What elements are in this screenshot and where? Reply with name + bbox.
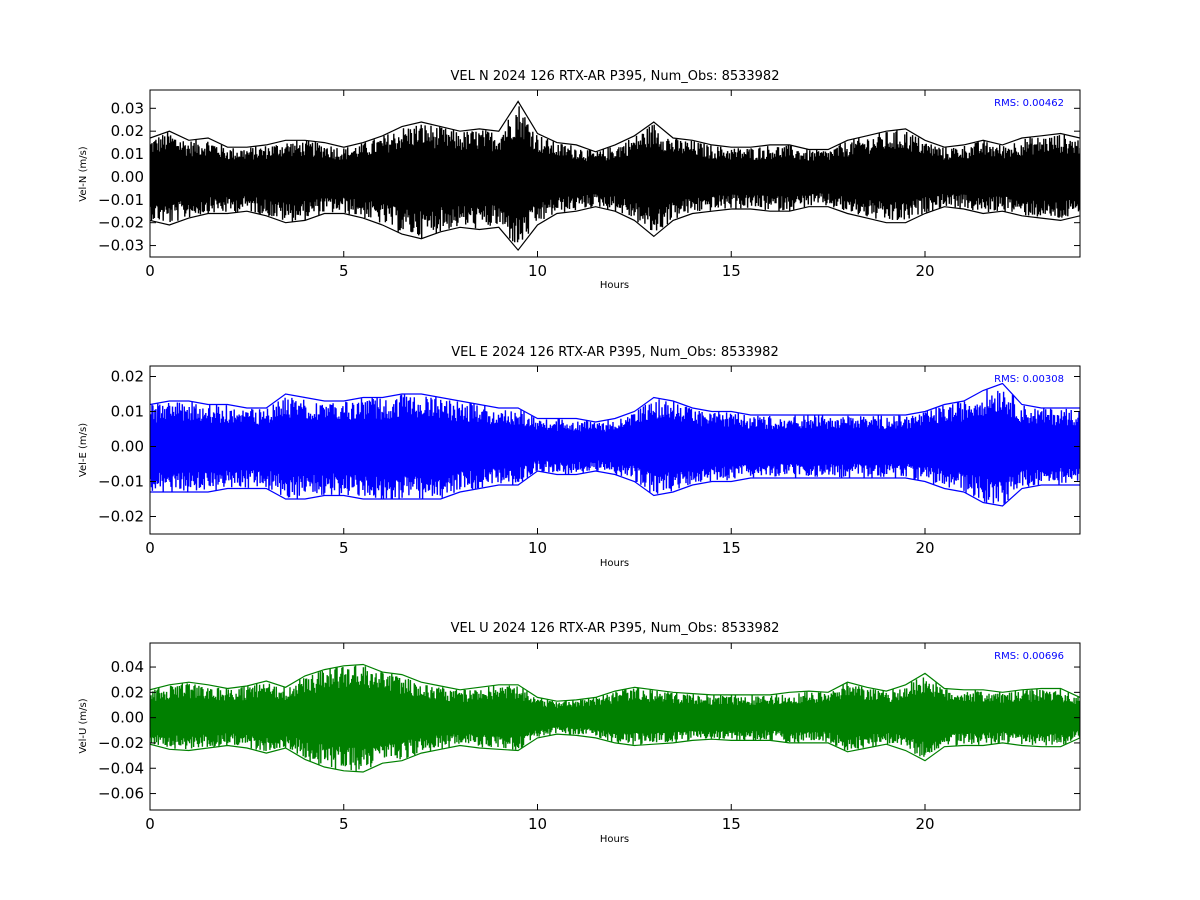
- y-tick-label-u: −0.04: [98, 759, 144, 777]
- y-tick-label-u: 0.02: [111, 683, 144, 701]
- rms-annotation-u: RMS: 0.00696: [994, 651, 1064, 662]
- plot-area-e: 0 5 10 15 20 0.02 0.01 0.00 −0.01 −0.02: [98, 366, 1080, 557]
- x-tick-label-e: 20: [915, 539, 934, 557]
- x-tick-label-u: 5: [339, 815, 349, 833]
- x-axis-label-n: Hours: [600, 280, 629, 291]
- series-line-u: [150, 665, 1080, 772]
- panel-vel-e: VEL E 2024 126 RTX-AR P395, Num_Obs: 853…: [78, 345, 1081, 569]
- series-upper-envelope-n: [150, 100, 1080, 153]
- panel-vel-u: VEL U 2024 126 RTX-AR P395, Num_Obs: 853…: [78, 621, 1081, 845]
- y-tick-label-n: 0.00: [111, 168, 144, 186]
- plot-frame-e: [149, 365, 1081, 535]
- series-upper-envelope-u: [150, 663, 1080, 702]
- trace-group-u: [150, 663, 1080, 773]
- y-tick-label-e: −0.01: [98, 473, 144, 491]
- x-tick-label-n: 5: [339, 262, 349, 280]
- plot-frame-n: [149, 89, 1081, 258]
- y-tick-label-u: −0.02: [98, 734, 144, 752]
- x-tick-label-e: 0: [145, 539, 155, 557]
- series-line-e: [150, 389, 1080, 504]
- x-tick-label-n: 20: [915, 262, 934, 280]
- x-tick-label-n: 10: [528, 262, 547, 280]
- x-axis-label-e: Hours: [600, 558, 629, 569]
- y-tick-label-u: −0.06: [98, 785, 144, 803]
- x-tick-label-u: 20: [915, 815, 934, 833]
- x-tick-label-e: 15: [722, 539, 741, 557]
- panel-vel-n: VEL N 2024 126 RTX-AR P395, Num_Obs: 853…: [78, 69, 1081, 291]
- rms-annotation-e: RMS: 0.00308: [994, 374, 1064, 385]
- series-upper-envelope-e: [150, 382, 1080, 423]
- x-tick-label-n: 15: [722, 262, 741, 280]
- y-axis-label-n: Vel-N (m/s): [78, 146, 89, 201]
- series-lower-envelope-u: [150, 733, 1080, 773]
- x-tick-label-e: 10: [528, 539, 547, 557]
- chart-title-u: VEL U 2024 126 RTX-AR P395, Num_Obs: 853…: [451, 621, 780, 636]
- y-tick-label-n: −0.02: [98, 214, 144, 232]
- plot-frame-u: [149, 642, 1081, 811]
- plot-area-n: 0 5 10 15 20 0.03 0.02 0.01 0.00 −0.01 −0.02 −0.03: [98, 90, 1080, 280]
- y-tick-label-e: 0.02: [111, 368, 144, 386]
- chart-title-n: VEL N 2024 126 RTX-AR P395, Num_Obs: 853…: [451, 69, 780, 84]
- x-tick-label-u: 0: [145, 815, 155, 833]
- series-lower-envelope-e: [150, 470, 1080, 507]
- y-tick-label-u: 0.04: [111, 658, 144, 676]
- x-tick-label-e: 5: [339, 539, 349, 557]
- plot-area-u: 0 5 10 15 20 0.04 0.02 0.00 −0.02 −0.04 −0.06: [98, 643, 1080, 833]
- x-tick-label-u: 10: [528, 815, 547, 833]
- rms-annotation-n: RMS: 0.00462: [994, 98, 1064, 109]
- y-tick-label-e: 0.01: [111, 403, 144, 421]
- y-tick-label-n: 0.01: [111, 145, 144, 163]
- y-tick-label-e: 0.00: [111, 438, 144, 456]
- y-axis-label-u: Vel-U (m/s): [78, 698, 89, 753]
- series-line-n: [150, 106, 1080, 243]
- trace-group-e: [150, 382, 1080, 507]
- y-axis-label-e: Vel-E (m/s): [78, 423, 89, 477]
- chart-title-e: VEL E 2024 126 RTX-AR P395, Num_Obs: 853…: [451, 345, 778, 360]
- y-tick-label-u: 0.00: [111, 709, 144, 727]
- x-tick-label-n: 0: [145, 262, 155, 280]
- series-lower-envelope-n: [150, 206, 1080, 252]
- trace-group-n: [150, 100, 1080, 252]
- y-tick-label-n: −0.01: [98, 191, 144, 209]
- y-tick-label-n: 0.03: [111, 99, 144, 117]
- y-tick-label-e: −0.02: [98, 508, 144, 526]
- x-axis-label-u: Hours: [600, 834, 629, 845]
- x-tick-label-u: 15: [722, 815, 741, 833]
- y-tick-label-n: −0.03: [98, 237, 144, 255]
- y-tick-label-n: 0.02: [111, 122, 144, 140]
